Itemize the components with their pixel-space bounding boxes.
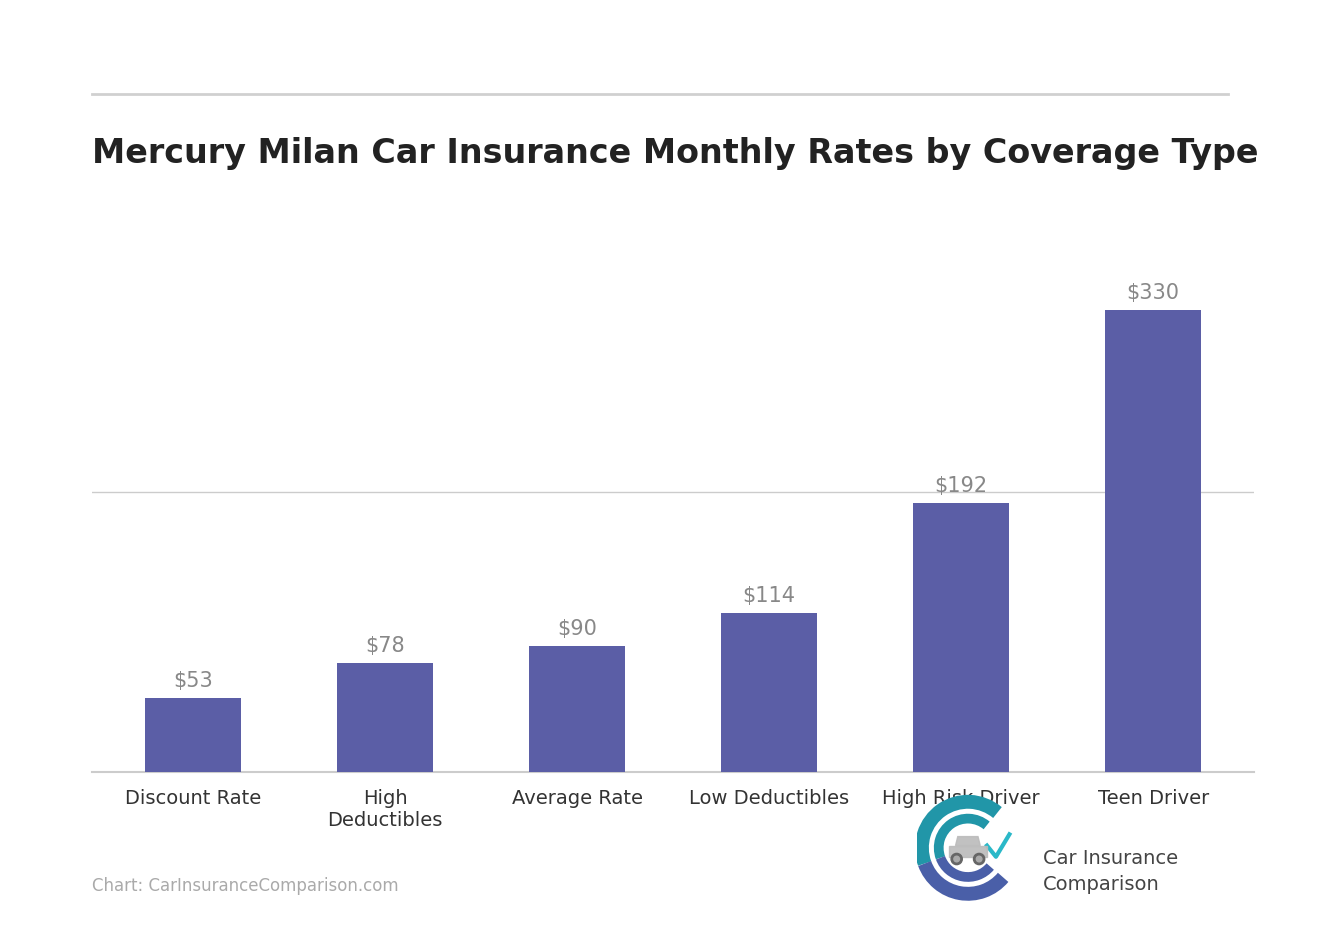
Bar <box>145 698 242 772</box>
Bar <box>1105 310 1201 772</box>
Text: $90: $90 <box>557 619 597 640</box>
Line: 3 pts: 3 pts <box>987 835 1010 857</box>
Circle shape <box>977 856 982 862</box>
Text: $114: $114 <box>743 586 796 606</box>
Point <box>987 852 1003 863</box>
Text: $53: $53 <box>173 672 213 691</box>
Circle shape <box>950 853 962 865</box>
Bar <box>529 646 626 772</box>
Text: Car Insurance
Comparison: Car Insurance Comparison <box>1043 849 1177 894</box>
Circle shape <box>954 856 960 862</box>
Bar <box>913 503 1010 772</box>
Text: Chart: CarInsuranceComparison.com: Chart: CarInsuranceComparison.com <box>92 877 399 895</box>
Circle shape <box>973 853 985 865</box>
Point <box>979 840 995 852</box>
Polygon shape <box>949 846 987 857</box>
Bar <box>721 612 817 772</box>
Text: $330: $330 <box>1127 284 1180 303</box>
Text: Mercury Milan Car Insurance Monthly Rates by Coverage Type: Mercury Milan Car Insurance Monthly Rate… <box>92 137 1259 170</box>
Point <box>1002 829 1018 840</box>
Polygon shape <box>956 836 981 846</box>
Text: $78: $78 <box>366 636 405 657</box>
Text: $192: $192 <box>935 477 987 496</box>
Bar <box>337 663 433 772</box>
